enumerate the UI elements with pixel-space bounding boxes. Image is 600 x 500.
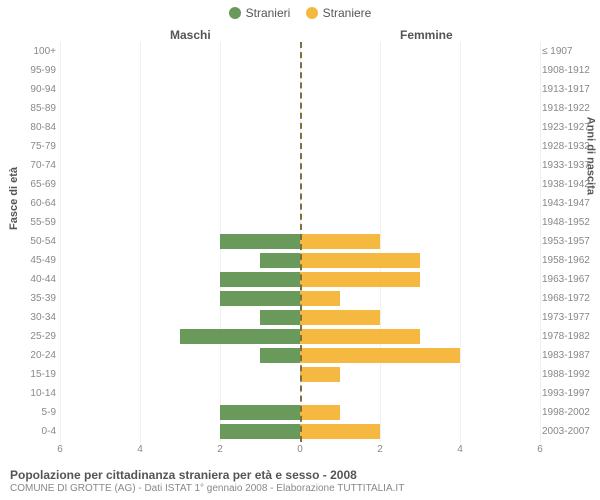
x-tick: 2	[217, 444, 223, 455]
age-label: 60-64	[12, 194, 56, 213]
bar-female	[300, 310, 380, 325]
legend-label-male: Stranieri	[246, 6, 291, 20]
birth-year-label: 1943-1947	[542, 194, 596, 213]
age-label: 15-19	[12, 365, 56, 384]
bar-male	[260, 253, 300, 268]
x-tick: 6	[57, 444, 63, 455]
age-label: 100+	[12, 42, 56, 61]
column-header-female: Femmine	[400, 28, 453, 42]
x-axis: 6 4 2 0 2 4 6	[60, 444, 540, 464]
birth-year-label: 1998-2002	[542, 403, 596, 422]
footer-subtitle: COMUNE DI GROTTE (AG) - Dati ISTAT 1° ge…	[10, 483, 590, 494]
bar-female	[300, 253, 420, 268]
legend-swatch-female	[306, 7, 318, 19]
legend-label-female: Straniere	[323, 6, 372, 20]
birth-year-label: 1923-1927	[542, 118, 596, 137]
birth-year-label: 1928-1932	[542, 137, 596, 156]
gridline	[540, 42, 541, 442]
birth-year-label: ≤ 1907	[542, 42, 596, 61]
bar-male	[220, 405, 300, 420]
x-tick: 4	[137, 444, 143, 455]
x-tick: 2	[377, 444, 383, 455]
legend-item-female: Straniere	[306, 6, 372, 20]
bar-female	[300, 291, 340, 306]
birth-year-label: 2003-2007	[542, 422, 596, 441]
column-header-male: Maschi	[170, 28, 211, 42]
bar-male	[260, 310, 300, 325]
footer-title: Popolazione per cittadinanza straniera p…	[10, 468, 590, 482]
age-label: 35-39	[12, 289, 56, 308]
age-label: 0-4	[12, 422, 56, 441]
bar-male	[180, 329, 300, 344]
birth-year-label: 1988-1992	[542, 365, 596, 384]
age-label: 75-79	[12, 137, 56, 156]
bar-male	[260, 348, 300, 363]
bar-male	[220, 424, 300, 439]
birth-year-label: 1913-1917	[542, 80, 596, 99]
age-label: 50-54	[12, 232, 56, 251]
age-label: 95-99	[12, 61, 56, 80]
age-label: 55-59	[12, 213, 56, 232]
bar-female	[300, 272, 420, 287]
age-label: 45-49	[12, 251, 56, 270]
bar-female	[300, 405, 340, 420]
birth-year-label: 1908-1912	[542, 61, 596, 80]
bar-female	[300, 329, 420, 344]
birth-year-label: 1918-1922	[542, 99, 596, 118]
legend-item-male: Stranieri	[229, 6, 291, 20]
age-label: 30-34	[12, 308, 56, 327]
centerline	[300, 42, 302, 442]
birth-year-label: 1938-1942	[542, 175, 596, 194]
age-label: 80-84	[12, 118, 56, 137]
birth-year-label: 1983-1987	[542, 346, 596, 365]
age-label: 40-44	[12, 270, 56, 289]
age-label: 10-14	[12, 384, 56, 403]
age-label: 85-89	[12, 99, 56, 118]
x-tick: 4	[457, 444, 463, 455]
bar-male	[220, 234, 300, 249]
birth-year-label: 1968-1972	[542, 289, 596, 308]
birth-year-label: 1993-1997	[542, 384, 596, 403]
birth-year-label: 1948-1952	[542, 213, 596, 232]
bar-female	[300, 367, 340, 382]
age-label: 65-69	[12, 175, 56, 194]
bar-female	[300, 348, 460, 363]
x-tick: 6	[537, 444, 543, 455]
age-label: 5-9	[12, 403, 56, 422]
birth-year-label: 1953-1957	[542, 232, 596, 251]
birth-year-label: 1963-1967	[542, 270, 596, 289]
legend-swatch-male	[229, 7, 241, 19]
bar-male	[220, 291, 300, 306]
bar-female	[300, 234, 380, 249]
birth-year-label: 1973-1977	[542, 308, 596, 327]
footer: Popolazione per cittadinanza straniera p…	[10, 468, 590, 494]
birth-year-label: 1958-1962	[542, 251, 596, 270]
age-label: 20-24	[12, 346, 56, 365]
age-label: 70-74	[12, 156, 56, 175]
bar-male	[220, 272, 300, 287]
age-label: 90-94	[12, 80, 56, 99]
birth-year-label: 1933-1937	[542, 156, 596, 175]
chart-container: Stranieri Straniere Maschi Femmine Fasce…	[0, 0, 600, 500]
x-tick: 0	[297, 444, 303, 455]
bar-female	[300, 424, 380, 439]
birth-year-label: 1978-1982	[542, 327, 596, 346]
age-label: 25-29	[12, 327, 56, 346]
legend: Stranieri Straniere	[0, 0, 600, 22]
